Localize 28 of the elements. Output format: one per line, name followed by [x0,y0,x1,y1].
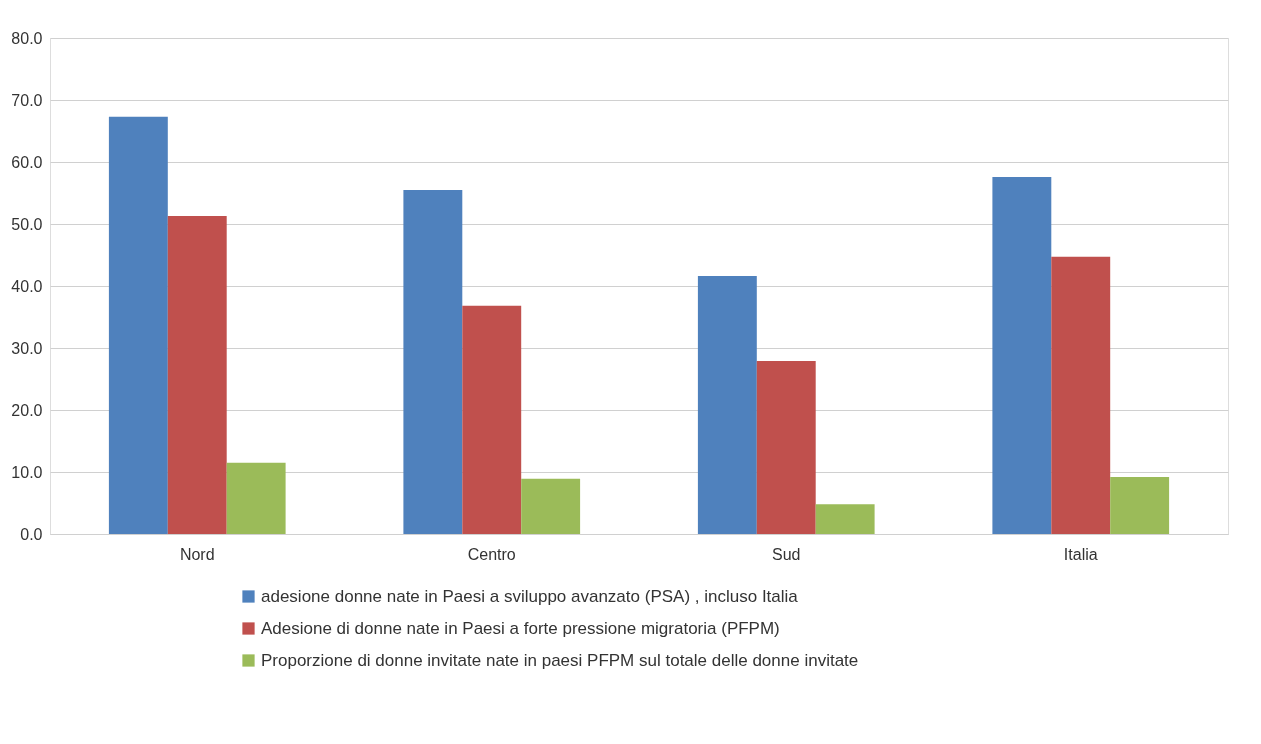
y-tick-label: 40.0 [11,277,43,295]
y-tick-label: 10.0 [11,463,43,481]
bar [521,478,581,534]
bar [462,305,522,534]
bar [167,215,227,534]
bar [756,361,816,534]
y-tick-label: 60.0 [11,153,43,171]
bar [226,462,286,534]
bar [403,189,463,534]
bar [1051,256,1111,534]
y-tick-label: 20.0 [11,401,43,419]
legend-label: Adesione di donne nate in Paesi a forte pressione migratoria (PFPM) [261,618,780,638]
x-tick-label: Italia [1063,545,1098,563]
bar [815,504,875,534]
y-tick-label: 70.0 [11,91,43,109]
x-tick-label: Sud [772,545,801,563]
x-tick-label: Centro [467,545,516,563]
bar [697,276,757,534]
legend-label: adesione donne nate in Paesi a sviluppo avanzato (PSA) , incluso Italia [261,586,799,606]
y-tick-label: 80.0 [11,29,43,47]
y-tick-label: 50.0 [11,215,43,233]
legend-label: Proporzione di donne invitate nate in paesi PFPM sul totale delle donne invitate [261,650,859,670]
bar [108,116,168,534]
y-tick-label: 30.0 [11,339,43,357]
y-tick-label: 0.0 [20,525,43,543]
x-tick-label: Nord [179,545,215,563]
bar [1110,476,1170,534]
bar [992,176,1052,534]
